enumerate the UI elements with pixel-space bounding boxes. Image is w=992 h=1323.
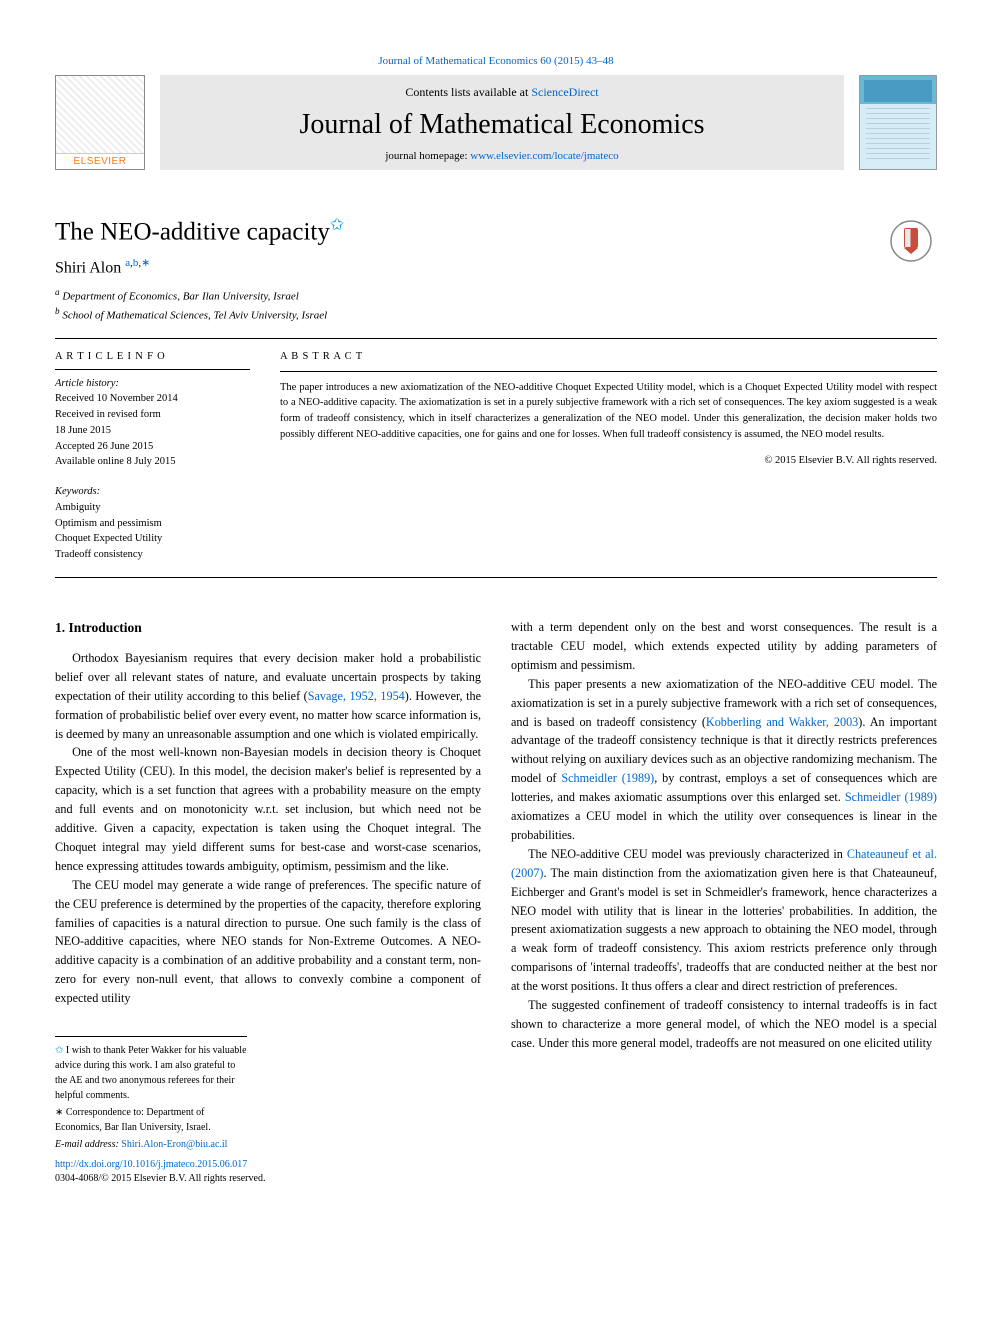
hist-4: Available online 8 July 2015 [55,454,250,470]
kw-2: Choquet Expected Utility [55,531,250,547]
title-footnote-star[interactable]: ✩ [330,215,344,234]
fn-email: E-mail address: Shiri.Alon-Eron@biu.ac.i… [55,1137,247,1152]
section-heading: 1. Introduction [55,618,481,639]
hist-3: Accepted 26 June 2015 [55,439,250,455]
contents-line: Contents lists available at ScienceDirec… [405,85,598,100]
body-columns: 1. Introduction Orthodox Bayesianism req… [0,578,992,1152]
meta-abstract-row: A R T I C L E I N F O Article history: R… [0,339,992,563]
keywords-label: Keywords: [55,484,250,500]
footnote-block: ✩ I wish to thank Peter Wakker for his v… [55,1036,247,1152]
kw-0: Ambiguity [55,500,250,516]
ref-schmeidler-1[interactable]: Schmeidler (1989) [561,771,654,785]
doi-link[interactable]: http://dx.doi.org/10.1016/j.jmateco.2015… [55,1159,247,1170]
citation-line: Journal of Mathematical Economics 60 (20… [0,0,992,75]
author-name: Shiri Alon [55,260,121,277]
homepage-prefix: journal homepage: [385,150,470,162]
homepage-line: journal homepage: www.elsevier.com/locat… [385,150,618,162]
email-link[interactable]: Shiri.Alon-Eron@biu.ac.il [121,1139,227,1150]
elsevier-label: ELSEVIER [74,154,127,169]
article-info-column: A R T I C L E I N F O Article history: R… [55,349,250,563]
title-block: The NEO-additive capacity✩ [0,170,992,256]
body-col-right: with a term dependent only on the best a… [511,618,937,1152]
p-l-1: One of the most well-known non-Bayesian … [55,743,481,875]
journal-cover-thumbnail[interactable] [859,75,937,170]
affiliations: a Department of Economics, Bar Ilan Univ… [0,278,992,324]
abstract-text: The paper introduces a new axiomatizatio… [280,380,937,443]
ref-schmeidler-2[interactable]: Schmeidler (1989) [845,790,937,804]
paper-title: The NEO-additive capacity✩ [55,215,937,246]
p-r-0: with a term dependent only on the best a… [511,618,937,675]
elsevier-tree-icon [56,76,144,154]
journal-name: Journal of Mathematical Economics [299,109,704,141]
homepage-link[interactable]: www.elsevier.com/locate/jmateco [470,150,618,162]
hist-2: 18 June 2015 [55,423,250,439]
authors-line: Shiri Alon a,b,∗ [0,256,992,277]
hist-0: Received 10 November 2014 [55,391,250,407]
journal-header: ELSEVIER Contents lists available at Sci… [0,75,992,170]
p-l-0: Orthodox Bayesianism requires that every… [55,649,481,744]
sciencedirect-link[interactable]: ScienceDirect [531,85,598,99]
affil-mark-a[interactable]: a [125,257,130,269]
fn-star-icon: ✩ [55,1045,63,1056]
corr-mark[interactable]: ∗ [141,257,150,269]
body-col-left: 1. Introduction Orthodox Bayesianism req… [55,618,481,1152]
affil-a: a Department of Economics, Bar Ilan Univ… [55,286,937,305]
title-text: The NEO-additive capacity [55,218,330,245]
contents-prefix: Contents lists available at [405,85,531,99]
p-r-2: The NEO-additive CEU model was previousl… [511,845,937,996]
fn-corr: ∗ Correspondence to: Department of Econo… [55,1105,247,1135]
affil-b: b School of Mathematical Sciences, Tel A… [55,305,937,324]
doi-block: http://dx.doi.org/10.1016/j.jmateco.2015… [0,1152,992,1186]
journal-banner: Contents lists available at ScienceDirec… [160,75,844,170]
affil-mark-b[interactable]: b [133,257,139,269]
article-info-label: A R T I C L E I N F O [55,349,250,365]
abstract-column: A B S T R A C T The paper introduces a n… [280,349,937,563]
abstract-copyright: © 2015 Elsevier B.V. All rights reserved… [280,453,937,469]
history-label: Article history: [55,376,250,392]
issn-line: 0304-4068/© 2015 Elsevier B.V. All right… [55,1173,265,1184]
p-r-3: The suggested confinement of tradeoff co… [511,996,937,1053]
elsevier-logo[interactable]: ELSEVIER [55,75,145,170]
crossmark-icon[interactable] [890,220,932,262]
citation-link[interactable]: Journal of Mathematical Economics 60 (20… [378,55,613,67]
p-l-2: The CEU model may generate a wide range … [55,876,481,1008]
p-r-1: This paper presents a new axiomatization… [511,675,937,845]
ref-kobberling[interactable]: Kobberling and Wakker, 2003 [706,715,858,729]
kw-1: Optimism and pessimism [55,516,250,532]
fn-thanks: ✩ I wish to thank Peter Wakker for his v… [55,1043,247,1103]
ref-savage[interactable]: Savage, 1952, 1954 [308,689,405,703]
kw-3: Tradeoff consistency [55,547,250,563]
ref-chateauneuf[interactable]: Chateauneuf et al. (2007) [511,847,937,880]
hist-1: Received in revised form [55,407,250,423]
abstract-label: A B S T R A C T [280,349,937,365]
